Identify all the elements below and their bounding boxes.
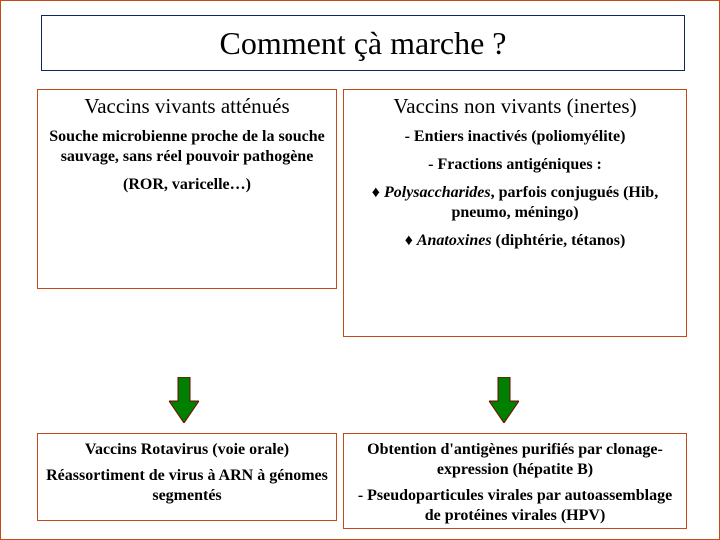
bottom-left-box: Vaccins Rotavirus (voie orale) Réassorti… (37, 433, 337, 521)
left-p2: (ROR, varicelle…) (44, 175, 330, 195)
right-p4-prefix: ♦ (405, 232, 417, 249)
title-box: Comment çà marche ? (41, 15, 685, 71)
bottom-right-p1: Obtention d'antigènes purifiés par clona… (350, 440, 680, 480)
right-p2: - Fractions antigéniques : (350, 155, 680, 175)
arrow-down-icon (489, 377, 519, 423)
right-p4-tail: (diphtérie, tétanos) (492, 232, 626, 249)
left-header: Vaccins vivants atténués (38, 90, 336, 121)
right-column: Vaccins non vivants (inertes) - Entiers … (343, 89, 687, 337)
bottom-left-p1: Vaccins Rotavirus (voie orale) (44, 440, 330, 460)
title-text: Comment çà marche ? (220, 25, 507, 62)
bottom-right-box: Obtention d'antigènes purifiés par clona… (343, 433, 687, 529)
right-p3: ♦ Polysaccharides, parfois conjugués (Hi… (350, 183, 680, 223)
right-p1: - Entiers inactivés (poliomyélite) (350, 127, 680, 147)
right-p3-em: Polysaccharides (384, 184, 491, 201)
right-header: Vaccins non vivants (inertes) (344, 90, 686, 121)
right-body: - Entiers inactivés (poliomyélite) - Fra… (344, 121, 686, 265)
bottom-left-p2: Réassortiment de virus à ARN à génomes s… (44, 466, 330, 506)
bottom-right-p2: - Pseudoparticules virales par autoassem… (350, 486, 680, 526)
right-p4-em: Anatoxines (417, 232, 492, 249)
right-p4: ♦ Anatoxines (diphtérie, tétanos) (350, 231, 680, 251)
left-body: Souche microbienne proche de la souche s… (38, 121, 336, 209)
right-p3-prefix: ♦ (372, 184, 384, 201)
left-column: Vaccins vivants atténués Souche microbie… (37, 89, 337, 289)
arrow-down-icon (169, 377, 199, 423)
slide: Comment çà marche ? Vaccins vivants atté… (0, 0, 720, 540)
left-p1: Souche microbienne proche de la souche s… (44, 127, 330, 167)
